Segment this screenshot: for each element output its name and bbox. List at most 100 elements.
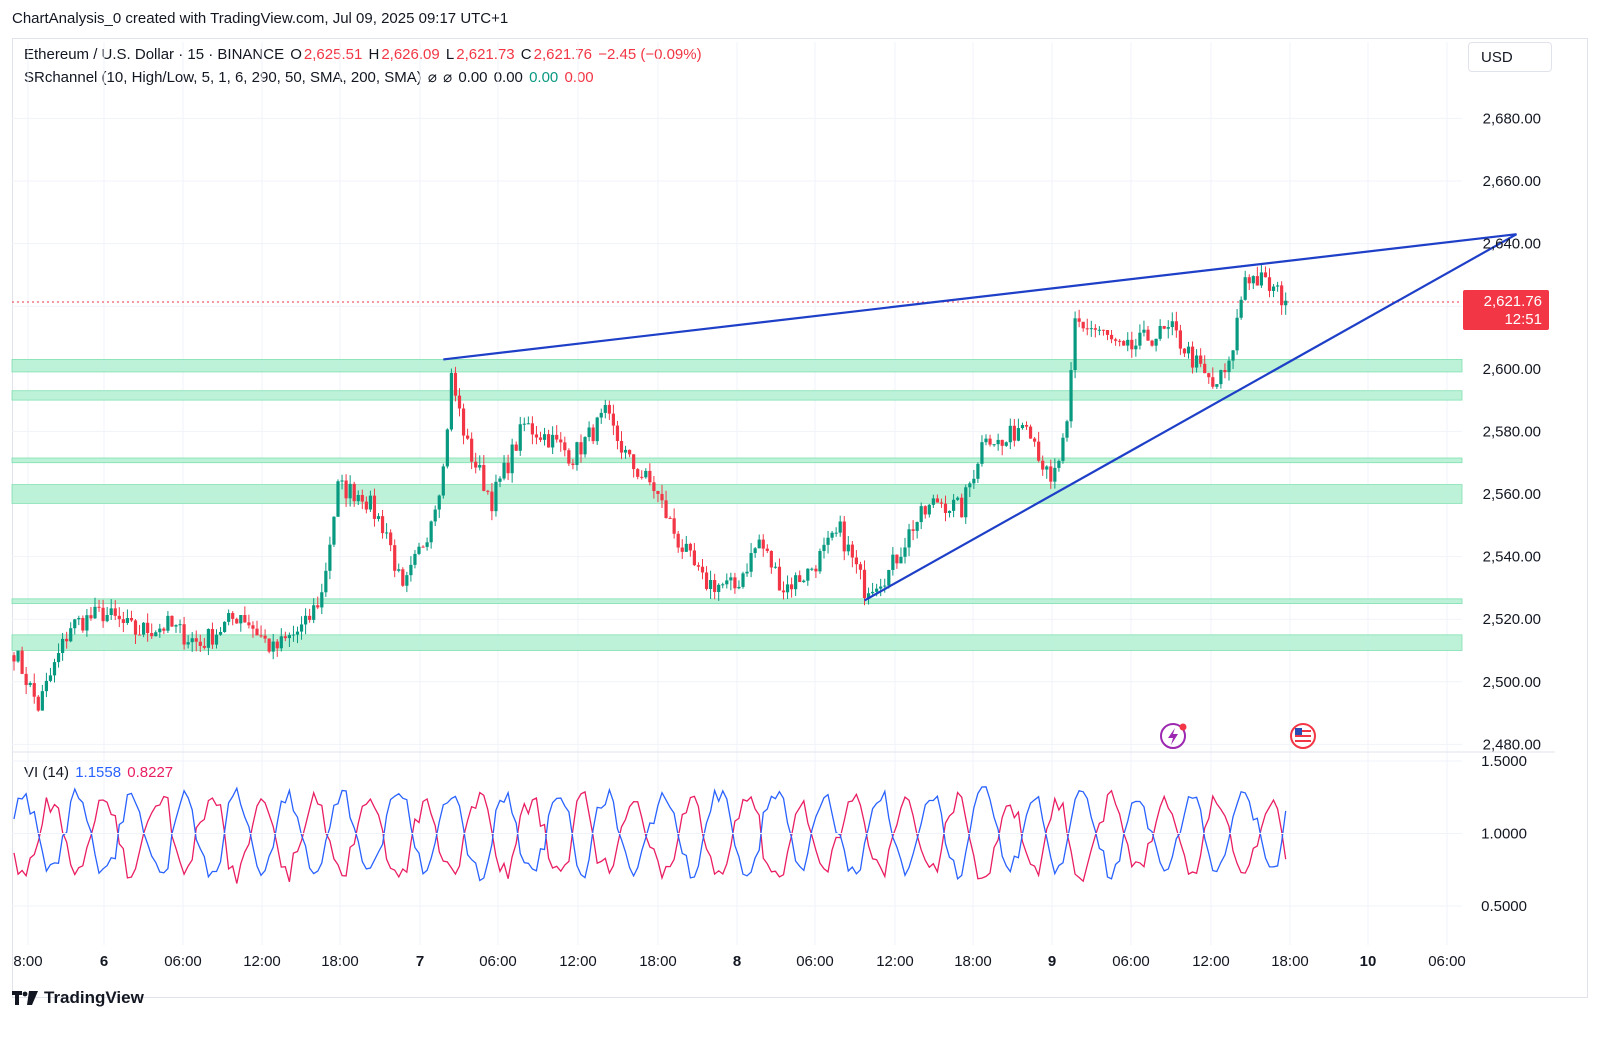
lightning-event-icon[interactable]: [1160, 723, 1187, 749]
candle-body: [899, 556, 903, 564]
candle-body: [595, 417, 599, 442]
upper-trendline[interactable]: [443, 233, 1517, 361]
candle-body: [89, 615, 93, 619]
candle: [794, 572, 798, 596]
candle: [518, 416, 522, 456]
candle-body: [312, 605, 316, 620]
candle: [1033, 437, 1037, 447]
candle: [457, 388, 462, 417]
candle-body: [781, 590, 786, 593]
candle: [247, 614, 251, 629]
vi-label[interactable]: VI (14): [24, 764, 70, 781]
support-resistance-zone: [11, 359, 1463, 373]
candle: [838, 515, 842, 537]
candle: [1271, 283, 1276, 298]
y-axis-tick-label: 2,480.00: [1483, 736, 1541, 753]
candle: [1016, 418, 1020, 442]
candle: [133, 619, 138, 645]
us-flag-event-icon[interactable]: [1290, 723, 1316, 749]
support-resistance-zone: [11, 457, 1463, 464]
y-axis-tick-label: 2,500.00: [1483, 674, 1541, 691]
candle-body: [154, 632, 158, 637]
candle: [1190, 341, 1195, 374]
candle: [615, 420, 620, 450]
candle: [85, 608, 89, 637]
candle: [271, 634, 275, 660]
candle-body: [688, 543, 692, 551]
candle-body: [871, 591, 875, 594]
currency-button[interactable]: USD: [1468, 42, 1552, 72]
candle: [830, 530, 834, 541]
candle: [413, 550, 417, 569]
candle: [344, 474, 348, 507]
y-axis-tick-label: 2,520.00: [1483, 611, 1541, 628]
candle: [474, 452, 478, 474]
candle-body: [202, 645, 206, 648]
candle: [1069, 362, 1073, 428]
candle-body: [308, 615, 312, 620]
candle: [935, 494, 939, 503]
candle-body: [741, 573, 745, 587]
candle: [648, 463, 652, 486]
candle: [628, 449, 632, 458]
candle: [575, 441, 579, 471]
candle-body: [506, 462, 510, 474]
candle: [927, 504, 931, 518]
candle: [324, 562, 328, 597]
candle-body: [77, 617, 81, 620]
candle-body: [299, 624, 304, 632]
candle: [907, 523, 911, 557]
indicator-label[interactable]: SRchannel (10, High/Low, 5, 1, 6, 290, 5…: [24, 69, 422, 86]
candle-body: [1073, 318, 1077, 371]
candle-body: [996, 439, 1000, 445]
candle: [1276, 281, 1280, 292]
candle-body: [44, 680, 48, 692]
high-label: H: [368, 46, 380, 63]
candle: [470, 432, 474, 470]
candle: [332, 516, 336, 547]
candle: [640, 470, 644, 480]
candle: [1065, 419, 1069, 442]
candle-body: [636, 469, 640, 477]
candle-body: [332, 516, 336, 545]
candle-body: [1024, 425, 1029, 427]
candle: [312, 598, 316, 624]
candle: [522, 417, 526, 432]
candle: [364, 496, 368, 514]
candle-body: [271, 641, 275, 652]
support-resistance-zone: [11, 634, 1463, 651]
candle-body: [376, 516, 381, 519]
candle-body: [457, 395, 462, 409]
candle-body: [453, 372, 458, 396]
candle-body: [960, 497, 964, 518]
candle-body: [235, 618, 239, 624]
price-tag: 2,621.76 12:51: [1463, 290, 1549, 330]
chart-frame: [12, 38, 1588, 998]
candle: [1211, 367, 1215, 389]
price-tag-bg: [1463, 290, 1549, 330]
candle-body: [429, 521, 433, 543]
candle-body: [579, 442, 583, 455]
candle: [547, 429, 551, 448]
candle: [559, 432, 563, 452]
candle-body: [1130, 339, 1134, 350]
symbol-label[interactable]: Ethereum / U.S. Dollar · 15 · BINANCE: [24, 46, 285, 63]
candle: [1174, 311, 1178, 338]
lower-trendline[interactable]: [863, 233, 1518, 602]
candle: [478, 455, 482, 471]
x-axis-tick-label: 18:00: [321, 953, 359, 970]
candle: [1020, 422, 1025, 430]
x-axis-tick-label: 06:00: [796, 953, 834, 970]
candle-body: [968, 483, 972, 488]
candle: [1024, 421, 1029, 430]
candle-body: [494, 481, 498, 512]
tradingview-logo[interactable]: TradingView: [12, 988, 144, 1008]
candle: [227, 609, 231, 626]
candle-body: [1182, 348, 1187, 354]
candle: [101, 599, 105, 628]
candle: [587, 421, 591, 442]
candle: [174, 624, 178, 633]
candle: [231, 611, 235, 626]
candle-body: [640, 476, 644, 478]
